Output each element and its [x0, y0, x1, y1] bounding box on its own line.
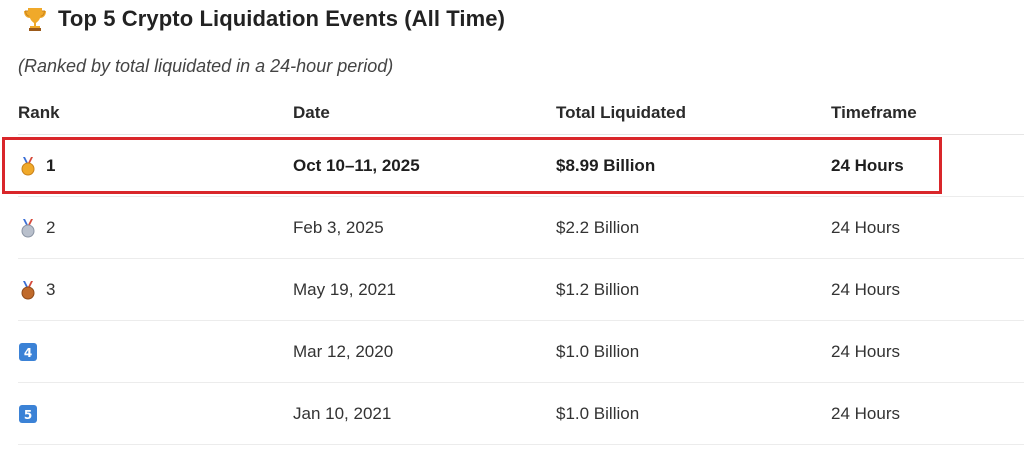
table-row: 1 Oct 10–11, 2025 $8.99 Billion 24 Hours — [18, 135, 1024, 197]
silver-medal-icon — [21, 218, 35, 237]
total-liquidated-cell: $1.2 Billion — [556, 279, 640, 299]
table-row: 2 Feb 3, 2025 $2.2 Billion 24 Hours — [18, 197, 1024, 259]
date-cell: Feb 3, 2025 — [293, 217, 384, 237]
trophy-icon — [24, 8, 46, 31]
table-row: 3 May 19, 2021 $1.2 Billion 24 Hours — [18, 259, 1024, 321]
date-cell: May 19, 2021 — [293, 279, 397, 299]
rank-number: 2 — [46, 217, 56, 237]
timeframe-cell: 24 Hours — [831, 279, 900, 299]
timeframe-cell: 24 Hours — [831, 217, 900, 237]
title-row: Top 5 Crypto Liquidation Events (All Tim… — [22, 2, 505, 36]
date-cell: Jan 10, 2021 — [293, 403, 392, 423]
keycap-4-icon: 4 — [19, 342, 37, 361]
rank-cell: 5 — [18, 404, 293, 424]
page-subtitle: (Ranked by total liquidated in a 24-hour… — [18, 56, 394, 76]
total-liquidated-cell: $1.0 Billion — [556, 341, 640, 361]
total-liquidated-cell: $8.99 Billion — [556, 155, 656, 175]
date-cell: Oct 10–11, 2025 — [293, 155, 420, 175]
rank-number: 3 — [46, 279, 56, 299]
timeframe-cell: 24 Hours — [831, 155, 904, 175]
gold-medal-icon — [21, 156, 35, 175]
total-liquidated-cell: $1.0 Billion — [556, 403, 640, 423]
bronze-medal-icon — [21, 280, 35, 299]
table-row: 5 Jan 10, 2021 $1.0 Billion 24 Hours — [18, 383, 1024, 445]
date-cell: Mar 12, 2020 — [293, 341, 394, 361]
column-header-total-liquidated: Total Liquidated — [556, 103, 687, 122]
table-header: Rank Date Total Liquidated Timeframe — [18, 92, 1024, 135]
rank-number: 1 — [46, 155, 56, 175]
rank-cell: 2 — [18, 218, 293, 238]
page-title: Top 5 Crypto Liquidation Events (All Tim… — [58, 6, 506, 31]
column-header-timeframe: Timeframe — [831, 103, 917, 122]
rank-cell: 1 — [18, 156, 293, 176]
svg-text:5: 5 — [24, 408, 32, 422]
liquidation-table: Rank Date Total Liquidated Timeframe 1 O… — [18, 92, 1024, 445]
column-header-date: Date — [293, 103, 330, 122]
total-liquidated-cell: $2.2 Billion — [556, 217, 640, 237]
rank-cell: 3 — [18, 280, 293, 300]
keycap-5-icon: 5 — [19, 404, 37, 423]
timeframe-cell: 24 Hours — [831, 341, 900, 361]
timeframe-cell: 24 Hours — [831, 403, 900, 423]
column-header-rank: Rank — [18, 103, 60, 122]
rank-cell: 4 — [18, 342, 293, 362]
table-row: 4 Mar 12, 2020 $1.0 Billion 24 Hours — [18, 321, 1024, 383]
svg-text:4: 4 — [24, 346, 32, 360]
